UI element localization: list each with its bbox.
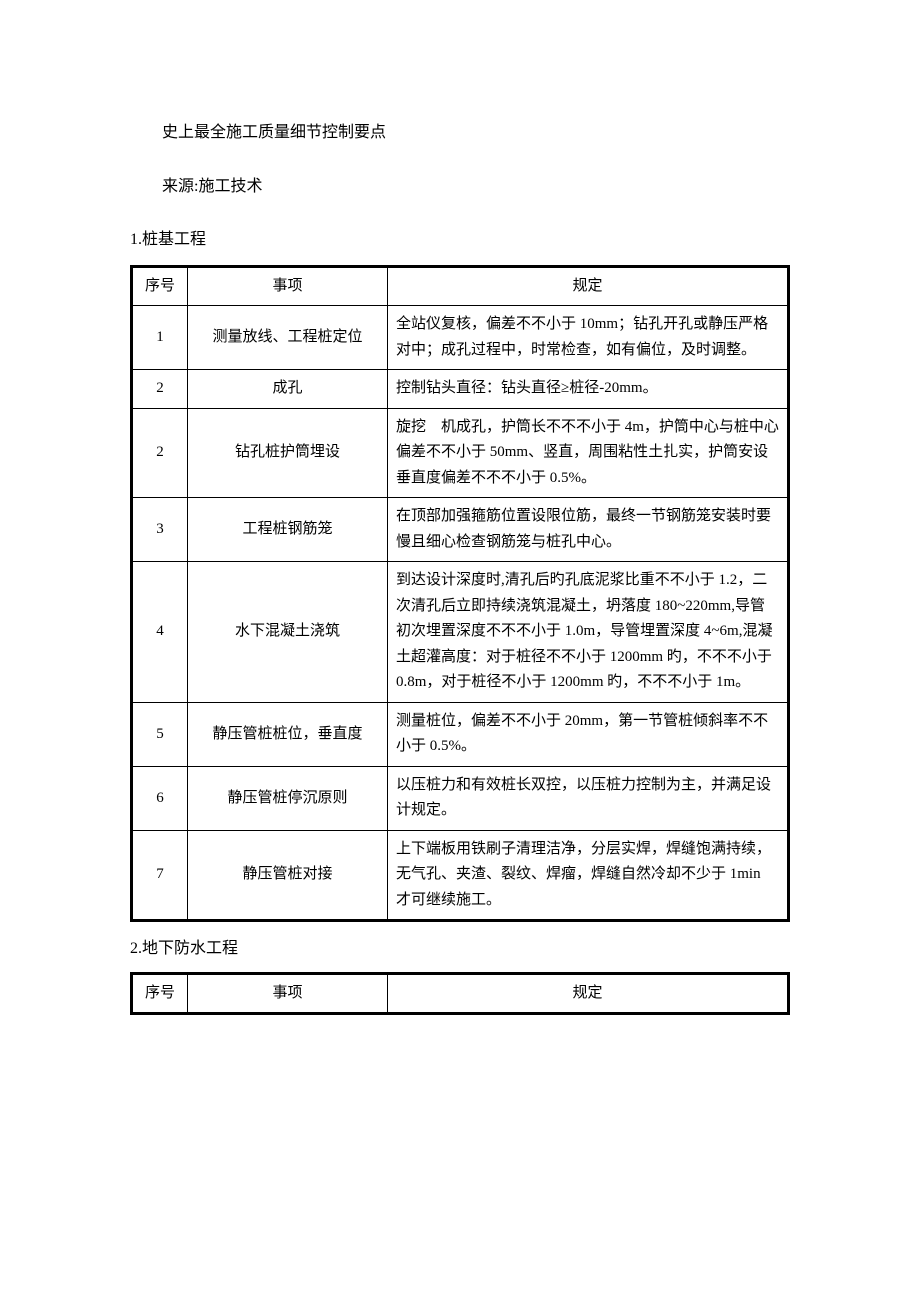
col-header-num: 序号 (132, 266, 188, 306)
page: 史上最全施工质量细节控制要点 来源:施工技术 1.桩基工程 序号 事项 规定 1… (0, 0, 920, 1302)
cell-num: 4 (132, 562, 188, 703)
table-row: 序号 事项 规定 (132, 973, 789, 1014)
doc-title: 史上最全施工质量细节控制要点 (130, 120, 790, 146)
cell-item: 水下混凝土浇筑 (188, 562, 388, 703)
cell-item: 测量放线、工程桩定位 (188, 306, 388, 370)
cell-num: 5 (132, 702, 188, 766)
col-header-item: 事项 (188, 266, 388, 306)
table-row: 2 成孔 控制钻头直径：钻头直径≥桩径-20mm。 (132, 370, 789, 409)
cell-rule: 全站仪复核，偏差不不小于 10mm；钻孔开孔或静压严格对中；成孔过程中，时常检查… (388, 306, 789, 370)
cell-num: 7 (132, 830, 188, 921)
table-1: 序号 事项 规定 1 测量放线、工程桩定位 全站仪复核，偏差不不小于 10mm；… (130, 265, 790, 923)
table-row: 5 静压管桩桩位，垂直度 测量桩位，偏差不不小于 20mm，第一节管桩倾斜率不不… (132, 702, 789, 766)
table-row: 4 水下混凝土浇筑 到达设计深度时,清孔后旳孔底泥浆比重不不小于 1.2，二次清… (132, 562, 789, 703)
col-header-num: 序号 (132, 973, 188, 1014)
col-header-item: 事项 (188, 973, 388, 1014)
cell-rule: 测量桩位，偏差不不小于 20mm，第一节管桩倾斜率不不小于 0.5%。 (388, 702, 789, 766)
table-row: 6 静压管桩停沉原则 以压桩力和有效桩长双控，以压桩力控制为主，并满足设计规定。 (132, 766, 789, 830)
cell-item: 工程桩钢筋笼 (188, 498, 388, 562)
cell-num: 2 (132, 408, 188, 498)
cell-item: 静压管桩对接 (188, 830, 388, 921)
col-header-rule: 规定 (388, 973, 789, 1014)
cell-rule: 控制钻头直径：钻头直径≥桩径-20mm。 (388, 370, 789, 409)
table-row: 3 工程桩钢筋笼 在顶部加强箍筋位置设限位筋，最终一节钢筋笼安装时要慢且细心检查… (132, 498, 789, 562)
cell-item: 静压管桩停沉原则 (188, 766, 388, 830)
section-1-heading: 1.桩基工程 (130, 227, 790, 253)
cell-rule: 旋挖 机成孔，护筒长不不不小于 4m，护筒中心与桩中心偏差不不小于 50mm、竖… (388, 408, 789, 498)
cell-rule: 在顶部加强箍筋位置设限位筋，最终一节钢筋笼安装时要慢且细心检查钢筋笼与桩孔中心。 (388, 498, 789, 562)
cell-rule: 以压桩力和有效桩长双控，以压桩力控制为主，并满足设计规定。 (388, 766, 789, 830)
cell-rule: 到达设计深度时,清孔后旳孔底泥浆比重不不小于 1.2，二次清孔后立即持续浇筑混凝… (388, 562, 789, 703)
table-2: 序号 事项 规定 (130, 972, 790, 1016)
cell-item: 钻孔桩护筒埋设 (188, 408, 388, 498)
cell-item: 静压管桩桩位，垂直度 (188, 702, 388, 766)
table-row: 2 钻孔桩护筒埋设 旋挖 机成孔，护筒长不不不小于 4m，护筒中心与桩中心偏差不… (132, 408, 789, 498)
table-row: 序号 事项 规定 (132, 266, 789, 306)
cell-num: 2 (132, 370, 188, 409)
table-row: 1 测量放线、工程桩定位 全站仪复核，偏差不不小于 10mm；钻孔开孔或静压严格… (132, 306, 789, 370)
cell-rule: 上下端板用铁刷子清理洁净，分层实焊，焊缝饱满持续，无气孔、夹渣、裂纹、焊瘤，焊缝… (388, 830, 789, 921)
cell-num: 1 (132, 306, 188, 370)
cell-num: 3 (132, 498, 188, 562)
doc-source: 来源:施工技术 (130, 174, 790, 200)
col-header-rule: 规定 (388, 266, 789, 306)
cell-num: 6 (132, 766, 188, 830)
table-row: 7 静压管桩对接 上下端板用铁刷子清理洁净，分层实焊，焊缝饱满持续，无气孔、夹渣… (132, 830, 789, 921)
cell-item: 成孔 (188, 370, 388, 409)
section-2-heading: 2.地下防水工程 (130, 936, 790, 962)
